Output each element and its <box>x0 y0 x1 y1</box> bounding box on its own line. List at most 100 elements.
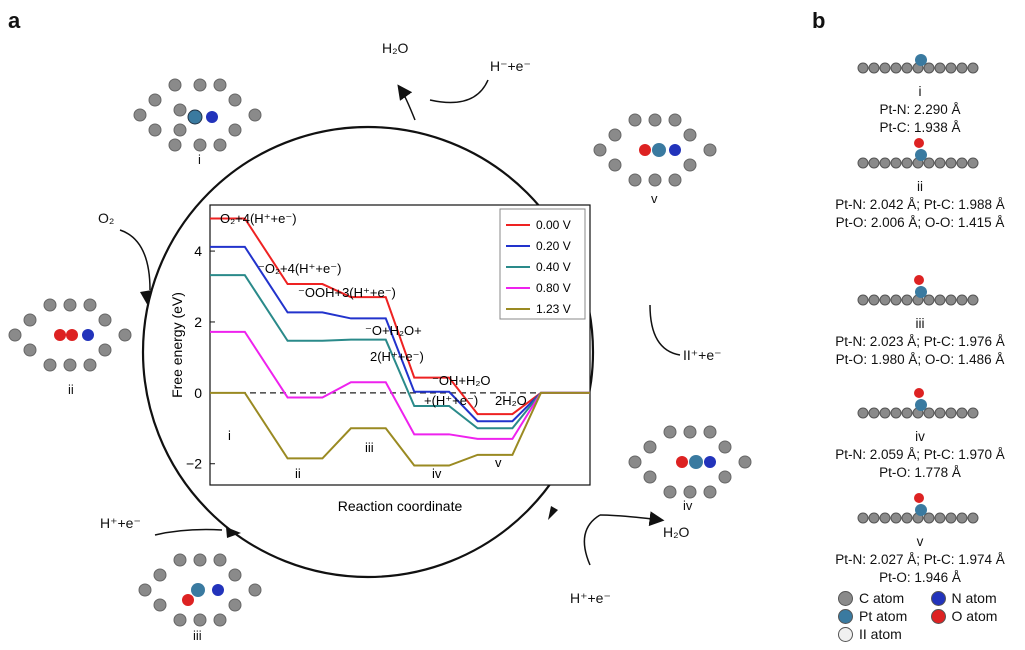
carbon-atom <box>901 62 913 74</box>
step-label: 2(H⁺+e⁻) <box>370 349 424 364</box>
carbon-atom <box>868 512 880 524</box>
cycle-arrow-bottom-left <box>226 527 241 538</box>
carbon-atom <box>945 157 957 169</box>
label-intermediate-iii: iii <box>193 628 202 643</box>
legend-label: 0.20 V <box>536 239 571 253</box>
molecule-i <box>133 78 262 152</box>
oxygen-atom <box>914 138 924 148</box>
carbon-atom <box>967 157 979 169</box>
carbon-atom <box>934 294 946 306</box>
oxygen-atom <box>914 493 924 503</box>
carbon-atom <box>879 157 891 169</box>
carbon-atom <box>890 294 902 306</box>
carbon-atom <box>890 512 902 524</box>
label-h-top: H⁻+e⁻ <box>490 58 531 74</box>
legend-label: 0.00 V <box>536 218 571 232</box>
geometry-label: i <box>918 84 922 99</box>
panel-letter-b: b <box>812 8 826 33</box>
o-atom-icon <box>930 608 946 624</box>
y-tick-label: 0 <box>194 385 202 401</box>
carbon-atom <box>868 407 880 419</box>
series-line-4 <box>210 391 590 467</box>
side-view-molecule <box>857 275 979 306</box>
platinum-atom <box>915 504 927 516</box>
series-line-1 <box>210 245 590 423</box>
side-view-molecule <box>857 138 979 169</box>
carbon-atom <box>879 512 891 524</box>
legend-o-atom: O atom <box>930 608 1024 624</box>
side-view-molecule <box>857 54 979 74</box>
y-tick-label: 2 <box>194 314 202 330</box>
carbon-atom <box>868 294 880 306</box>
platinum-atom <box>915 399 927 411</box>
oxygen-atom <box>914 275 924 285</box>
bottom-right-in-arrow <box>583 514 601 566</box>
carbon-atom <box>857 62 869 74</box>
geometry-bonds-line1: Pt-N: 2.290 Å <box>879 102 961 117</box>
step-label: 2H₂O <box>495 393 527 408</box>
top-in-arrow <box>429 79 489 104</box>
carbon-atom <box>934 157 946 169</box>
geometry-i: i Pt-N: 2.290 Å Pt-C: 1.938 Å <box>815 40 1025 137</box>
geometry-bonds-line1: Pt-N: 2.059 Å; Pt-C: 1.970 Å <box>835 447 1005 462</box>
label-intermediate-v: v <box>651 191 658 206</box>
label-o2-left: O₂ <box>98 210 115 226</box>
panel-letter-a: a <box>8 8 21 33</box>
geometry-iii: iii Pt-N: 2.023 Å; Pt-C: 1.976 Å Pt-O: 1.9… <box>815 272 1025 369</box>
geometry-v: v Pt-N: 2.027 Å; Pt-C: 1.974 Å Pt-O: 1.946… <box>815 490 1025 587</box>
label-h-bottom: H⁺+e⁻ <box>570 590 611 606</box>
roman-label: ii <box>295 466 301 481</box>
x-axis-label: Reaction coordinate <box>338 498 463 514</box>
label-intermediate-i: i <box>198 152 201 167</box>
carbon-atom <box>945 512 957 524</box>
carbon-atom <box>956 294 968 306</box>
roman-label: v <box>495 455 502 470</box>
step-label: ⁻OH+H₂O <box>432 373 491 388</box>
carbon-atom <box>857 294 869 306</box>
carbon-atom <box>901 157 913 169</box>
carbon-atom <box>967 62 979 74</box>
carbon-atom <box>901 407 913 419</box>
legend-label: 0.40 V <box>536 260 571 274</box>
molecule-iii <box>138 553 262 627</box>
label-h-right: II⁺+e⁻ <box>683 347 722 363</box>
label-intermediate-ii: ii <box>68 382 74 397</box>
step-label: ⁻O+H₂O+ <box>365 323 422 338</box>
carbon-atom <box>868 157 880 169</box>
oxygen-atom <box>914 388 924 398</box>
carbon-atom <box>934 512 946 524</box>
roman-label: iv <box>432 466 442 481</box>
molecule-iv <box>628 425 752 499</box>
legend-pt-atom: Pt atom <box>838 608 931 624</box>
geometry-bonds-line1: Pt-N: 2.023 Å; Pt-C: 1.976 Å <box>835 334 1005 349</box>
series-line-3 <box>210 330 590 440</box>
carbon-atom <box>879 62 891 74</box>
carbon-atom <box>967 407 979 419</box>
carbon-atom <box>956 512 968 524</box>
carbon-atom <box>967 512 979 524</box>
geometry-label: iii <box>915 316 925 331</box>
geometry-iv: iv Pt-N: 2.059 Å; Pt-C: 1.970 Å Pt-O: 1.77… <box>815 385 1025 482</box>
cycle-arrow-left <box>140 290 152 306</box>
label-h2o-top: H₂O <box>382 40 409 56</box>
carbon-atom <box>923 294 935 306</box>
geometry-bonds-line2: Pt-C: 1.938 Å <box>879 120 961 135</box>
label-intermediate-iv: iv <box>683 498 693 513</box>
legend-box <box>499 208 586 320</box>
c-atom-icon <box>838 590 853 606</box>
carbon-atom <box>945 294 957 306</box>
n-atom-icon <box>930 590 946 606</box>
molecule-v <box>593 113 717 187</box>
carbon-atom <box>934 62 946 74</box>
carbon-atom <box>890 157 902 169</box>
carbon-atom <box>857 157 869 169</box>
carbon-atom <box>934 407 946 419</box>
geometry-bonds-line2: Pt-O: 2.006 Å; O-O: 1.415 Å <box>835 215 1005 230</box>
legend-label: 0.80 V <box>536 281 571 295</box>
step-label: ⁻OOH+3(H⁺+e⁻) <box>298 285 396 300</box>
step-label: +(H⁺+e⁻) <box>424 393 478 408</box>
carbon-atom <box>879 407 891 419</box>
bottom-right-out-arrow <box>599 511 665 527</box>
carbon-atom <box>923 157 935 169</box>
legend-n-atom: N atom <box>930 590 1024 606</box>
